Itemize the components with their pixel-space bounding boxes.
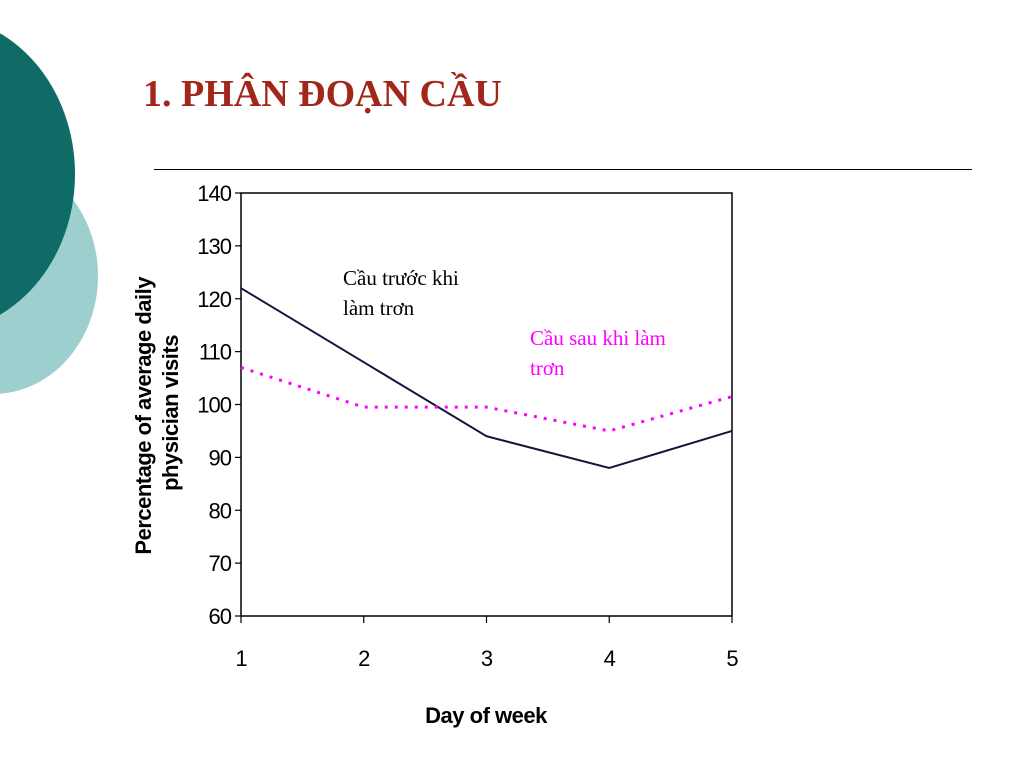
y-tick-label: 120 (197, 287, 231, 312)
series-line-before-smoothing (240, 287, 733, 469)
plot-area-frame (240, 192, 733, 617)
y-tick-label: 80 (209, 498, 232, 523)
y-axis-title-line-2: physician visits (158, 335, 183, 491)
x-axis: 1 2 3 4 5 (235, 616, 739, 671)
x-tick-label: 3 (481, 646, 493, 671)
series-layer (240, 287, 733, 469)
x-tick-label: 2 (358, 646, 370, 671)
slide-title: 1. PHÂN ĐOẠN CẦU (143, 73, 502, 115)
x-tick-label: 5 (726, 646, 738, 671)
x-tick-label: 4 (604, 646, 616, 671)
annotation-line: trơn (530, 356, 565, 380)
y-axis-title-line-1: Percentage of average daily (131, 276, 156, 555)
x-tick-label: 1 (235, 646, 247, 671)
annotation-line: Cầu sau khi làm (530, 326, 666, 350)
y-tick-label: 110 (199, 340, 232, 365)
annotation-line: Cầu trước khi (343, 266, 459, 290)
x-axis-title: Day of week (425, 703, 548, 728)
annotation-line: làm trơn (343, 296, 415, 320)
y-tick-label: 140 (197, 181, 231, 206)
y-tick-label: 130 (197, 234, 231, 259)
y-tick-label: 100 (197, 393, 231, 418)
annotation-before-smoothing: Cầu trước khi làm trơn (343, 266, 459, 320)
y-tick-label: 60 (209, 604, 232, 629)
y-tick-label: 90 (209, 445, 232, 470)
series-line-after-smoothing (240, 366, 733, 433)
title-underline (154, 169, 972, 170)
series-annotations: Cầu trước khi làm trơn Cầu sau khi làm trơn (343, 266, 666, 380)
y-axis: 60 70 80 90 100 110 120 130 140 (197, 181, 241, 629)
annotation-after-smoothing: Cầu sau khi làm trơn (530, 326, 666, 380)
y-axis-title: Percentage of average daily physician vi… (131, 271, 183, 554)
y-tick-label: 70 (209, 551, 232, 576)
